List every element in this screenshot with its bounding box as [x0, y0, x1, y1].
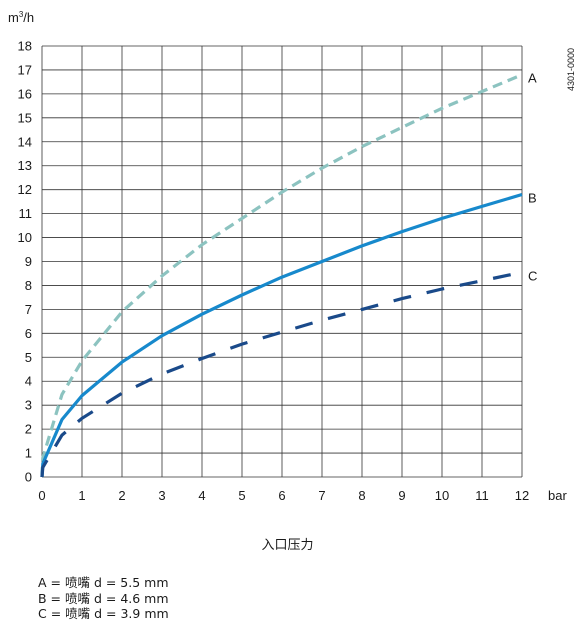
series-line-b	[40, 192, 523, 478]
y-tick-label: 12	[18, 182, 32, 197]
y-tick-label: 7	[25, 302, 32, 317]
x-tick-label: 11	[475, 488, 489, 503]
y-tick-label: 5	[25, 350, 32, 365]
y-axis-unit: m3/h	[8, 10, 34, 25]
chart-grid	[41, 45, 523, 478]
y-tick-label: 8	[25, 278, 32, 293]
legend-item-a: A = 喷嘴 d = 5.5 mm	[38, 575, 169, 590]
series-line-c	[40, 270, 523, 478]
y-tick-label: 15	[18, 110, 32, 125]
series-labels: A B C	[528, 71, 537, 284]
x-tick-label: 0	[38, 488, 45, 503]
x-tick-label: 9	[398, 488, 405, 503]
x-tick-label: 1	[78, 488, 85, 503]
x-tick-label: 2	[118, 488, 125, 503]
y-tick-label: 9	[25, 254, 32, 269]
y-tick-label: 3	[25, 398, 32, 413]
x-tick-label: 6	[278, 488, 285, 503]
figure-code: 4301-0000	[566, 48, 575, 91]
y-tick-label: 2	[25, 422, 32, 437]
y-tick-label: 17	[18, 62, 32, 77]
y-tick-label: 18	[18, 39, 32, 54]
y-tick-label: 13	[18, 158, 32, 173]
legend: A = 喷嘴 d = 5.5 mm B = 喷嘴 d = 4.6 mm C = …	[38, 575, 169, 622]
chart-series	[40, 73, 523, 478]
x-tick-label: 4	[198, 488, 205, 503]
legend-item-c: C = 喷嘴 d = 3.9 mm	[38, 606, 169, 621]
y-tick-label: 4	[25, 374, 32, 389]
x-tick-label: 3	[158, 488, 165, 503]
y-tick-label: 14	[18, 134, 32, 149]
y-tick-label: 16	[18, 86, 32, 101]
x-axis-ticks: 0 1 2 3 4 5 6 7 8 9 10 11 12	[38, 488, 529, 503]
series-label-a: A	[528, 71, 537, 86]
y-tick-label: 1	[25, 446, 32, 461]
series-label-b: B	[528, 190, 537, 205]
series-line-a	[40, 73, 523, 478]
series-label-c: C	[528, 268, 537, 283]
y-tick-label: 6	[25, 326, 32, 341]
x-axis-label: 入口压力	[261, 538, 314, 553]
y-tick-label: 11	[19, 206, 33, 221]
x-tick-label: 8	[358, 488, 365, 503]
x-tick-label: 7	[318, 488, 325, 503]
legend-item-b: B = 喷嘴 d = 4.6 mm	[38, 590, 169, 606]
x-tick-label: 10	[435, 488, 449, 503]
y-tick-label: 0	[25, 470, 32, 485]
y-tick-label: 10	[18, 230, 32, 245]
x-tick-label: 5	[238, 488, 245, 503]
x-tick-label: 12	[515, 488, 529, 503]
x-axis-unit: bar	[548, 488, 567, 503]
